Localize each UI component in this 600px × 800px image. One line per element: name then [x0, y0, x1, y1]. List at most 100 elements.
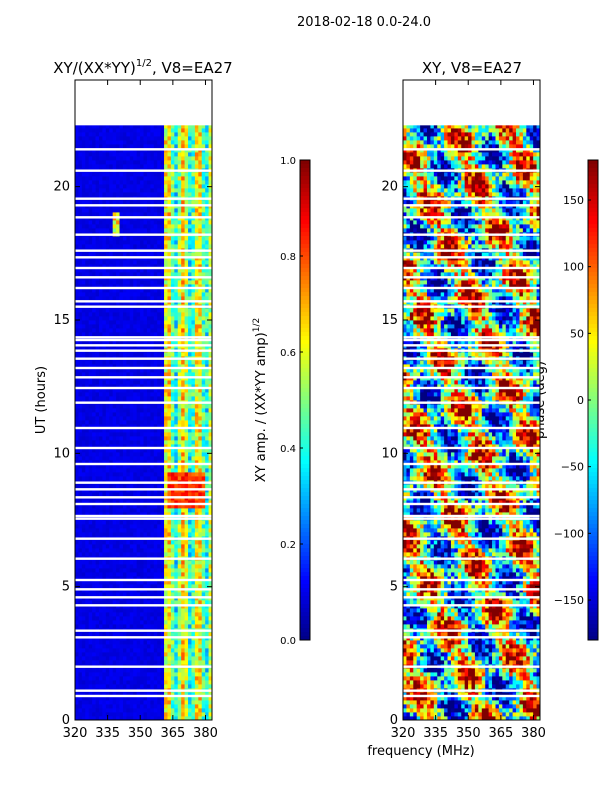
amp-cell — [167, 520, 172, 525]
amp-cell — [105, 404, 110, 409]
amp-cell — [122, 380, 127, 385]
amp-cell — [88, 408, 93, 413]
amp-cell — [133, 320, 138, 325]
amp-cell — [205, 524, 209, 529]
amp-cell — [78, 224, 83, 229]
amp-cell — [95, 252, 100, 257]
amp-cell — [112, 428, 117, 433]
amp-cell — [98, 388, 103, 393]
amp-cell — [126, 580, 131, 585]
amp-cell — [129, 524, 134, 529]
amp-cell — [129, 548, 134, 553]
amp-cell — [129, 264, 134, 269]
amp-cell — [194, 648, 199, 653]
amp-cell — [191, 260, 196, 265]
amp-cell — [174, 384, 179, 389]
amp-cell — [208, 320, 213, 325]
amp-cell — [116, 464, 120, 469]
amp-cell — [177, 512, 182, 517]
amp-cell — [177, 244, 182, 249]
amp-cell — [174, 500, 179, 505]
amp-cell — [81, 572, 86, 577]
amp-cell — [157, 648, 162, 653]
amp-cell — [102, 544, 107, 549]
amp-cell — [167, 528, 172, 533]
amp-cell — [136, 408, 141, 413]
amp-cell — [191, 484, 196, 489]
amp-cell — [160, 364, 165, 369]
amp-cell — [126, 396, 131, 401]
amp-cell — [157, 432, 162, 437]
amp-cell — [143, 512, 148, 517]
amp-cell — [95, 624, 100, 629]
amp-cell — [160, 272, 165, 277]
amp-cell — [116, 416, 120, 421]
amp-cell — [208, 228, 213, 233]
amp-cell — [133, 280, 138, 285]
amp-cell — [126, 632, 131, 637]
amp-cell — [95, 716, 100, 721]
amp-cell — [78, 368, 83, 373]
amp-cell — [201, 560, 206, 565]
amp-cell — [98, 224, 103, 229]
amp-cell — [129, 580, 134, 585]
amp-cell — [170, 372, 175, 377]
amp-cell — [208, 700, 213, 705]
amp-cell — [78, 704, 83, 709]
amp-cell — [102, 512, 107, 517]
amp-cell — [181, 360, 185, 365]
amp-cell — [102, 428, 107, 433]
amp-cell — [146, 312, 151, 317]
amp-cell — [85, 600, 90, 605]
amp-cell — [167, 700, 172, 705]
amp-cell — [146, 316, 151, 321]
amp-cell — [157, 620, 162, 625]
amp-cell — [191, 572, 196, 577]
amp-cell — [160, 340, 165, 345]
amp-cell — [150, 680, 155, 685]
amp-cell — [194, 692, 199, 697]
amp-cell — [181, 520, 185, 525]
amp-cell — [143, 644, 148, 649]
amp-cell — [129, 432, 134, 437]
amp-cell — [95, 552, 100, 557]
amp-cell — [98, 420, 103, 425]
amp-cell — [205, 364, 209, 369]
amp-cell — [81, 660, 86, 665]
amp-cell — [109, 236, 114, 241]
amp-cell — [150, 436, 155, 441]
amp-cell — [177, 584, 182, 589]
amp-cell — [160, 672, 165, 677]
amp-cell — [150, 560, 155, 565]
amp-cell — [174, 292, 179, 297]
amp-cell — [208, 484, 213, 489]
amp-cell — [109, 476, 114, 481]
amp-cell — [160, 452, 165, 457]
amp-cell — [126, 512, 131, 517]
amp-cell — [160, 592, 165, 597]
amp-cell — [188, 272, 192, 277]
amp-cell — [194, 620, 199, 625]
amp-cell — [81, 472, 86, 477]
amp-cell — [146, 572, 151, 577]
amp-cell — [201, 660, 206, 665]
amp-cell — [140, 244, 144, 249]
amp-cell — [102, 660, 107, 665]
amp-cell — [188, 416, 192, 421]
amp-cell — [129, 288, 134, 293]
amp-cell — [129, 252, 134, 257]
amp-cell — [109, 512, 114, 517]
amp-cell — [164, 600, 168, 605]
amp-cell — [140, 700, 144, 705]
amp-cell — [150, 316, 155, 321]
amp-cell — [75, 580, 79, 585]
amp-cell — [174, 708, 179, 713]
amp-cell — [116, 584, 120, 589]
amp-cell — [143, 340, 148, 345]
amp-cell — [88, 472, 93, 477]
amp-cell — [198, 652, 203, 657]
amp-cell — [184, 404, 189, 409]
amp-cell — [198, 240, 203, 245]
amp-cell — [198, 600, 203, 605]
amp-cell — [153, 224, 158, 229]
